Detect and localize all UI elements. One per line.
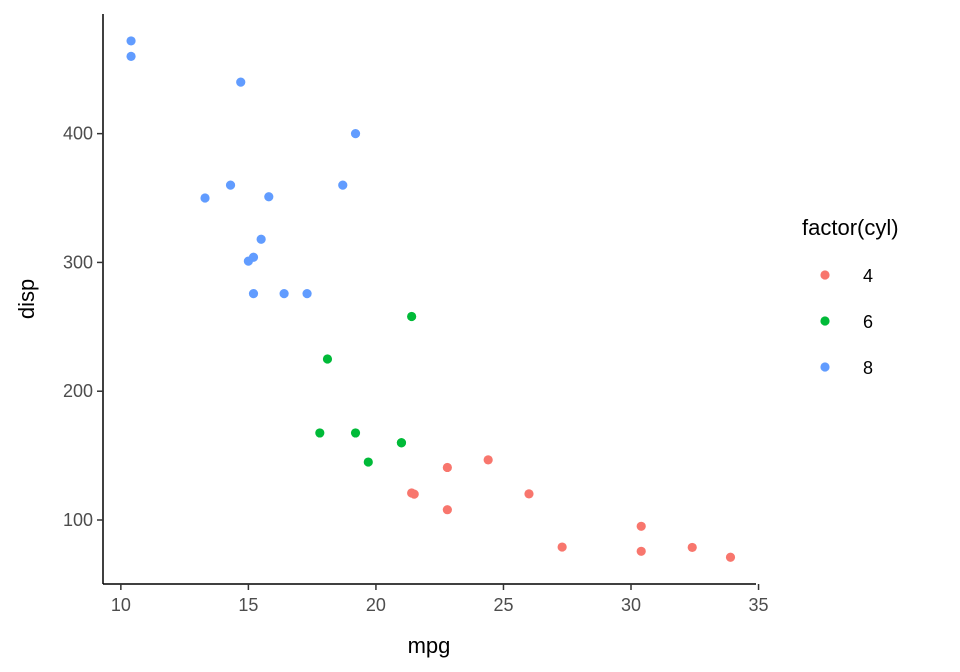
x-tick-label: 10 xyxy=(111,595,131,615)
data-point-cyl-4 xyxy=(483,455,493,465)
data-point-cyl-8 xyxy=(126,36,136,46)
legend: factor(cyl) 4 6 8 xyxy=(802,215,899,378)
data-point-cyl-6 xyxy=(315,428,325,438)
data-point-cyl-6 xyxy=(363,457,373,467)
data-point-cyl-8 xyxy=(243,256,253,266)
data-point-cyl-4 xyxy=(442,462,452,473)
y-tick-label: 100 xyxy=(63,510,93,530)
y-tick-label: 300 xyxy=(63,252,93,272)
data-point-cyl-4 xyxy=(442,505,452,515)
data-point-cyl-6 xyxy=(396,438,407,448)
data-point-cyl-4 xyxy=(524,489,534,499)
data-point-cyl-8 xyxy=(248,288,259,299)
legend-label-8: 8 xyxy=(863,358,873,378)
data-point-cyl-8 xyxy=(256,234,266,244)
plot-area xyxy=(126,36,736,562)
data-point-cyl-4 xyxy=(557,542,567,552)
legend-key-4 xyxy=(820,270,830,280)
x-tick-label: 35 xyxy=(749,595,769,615)
x-tick-label: 25 xyxy=(493,595,513,615)
data-point-cyl-4 xyxy=(687,542,697,553)
data-point-cyl-8 xyxy=(225,180,236,190)
x-tick-label: 20 xyxy=(366,595,386,615)
data-point-cyl-6 xyxy=(350,428,361,438)
x-axis-title: mpg xyxy=(408,633,451,658)
data-point-cyl-8 xyxy=(236,77,246,87)
data-point-cyl-8 xyxy=(126,51,136,61)
data-point-cyl-8 xyxy=(338,180,348,190)
data-point-cyl-8 xyxy=(350,129,361,139)
data-point-cyl-4 xyxy=(725,552,736,562)
legend-label-6: 6 xyxy=(863,312,873,332)
data-point-cyl-4 xyxy=(636,546,646,556)
y-tick-label: 200 xyxy=(63,381,93,401)
x-axis-ticks: 10 15 20 25 30 35 xyxy=(111,584,769,615)
data-point-cyl-8 xyxy=(302,288,312,299)
data-point-cyl-8 xyxy=(264,192,274,202)
x-tick-label: 15 xyxy=(238,595,258,615)
y-axis-title: disp xyxy=(14,279,39,319)
legend-label-4: 4 xyxy=(863,266,873,286)
data-point-cyl-8 xyxy=(200,193,210,203)
y-tick-label: 400 xyxy=(63,124,93,144)
y-axis-ticks: 100 200 300 400 xyxy=(63,124,103,530)
data-point-cyl-6 xyxy=(407,311,417,322)
legend-title: factor(cyl) xyxy=(802,215,899,240)
data-point-cyl-8 xyxy=(279,288,289,299)
data-point-cyl-4 xyxy=(636,521,646,531)
legend-key-6 xyxy=(820,316,830,326)
legend-items: 4 6 8 xyxy=(820,266,873,378)
data-point-cyl-6 xyxy=(322,354,333,364)
data-point-cyl-4 xyxy=(407,488,417,498)
x-tick-label: 30 xyxy=(621,595,641,615)
legend-key-8 xyxy=(820,362,830,372)
